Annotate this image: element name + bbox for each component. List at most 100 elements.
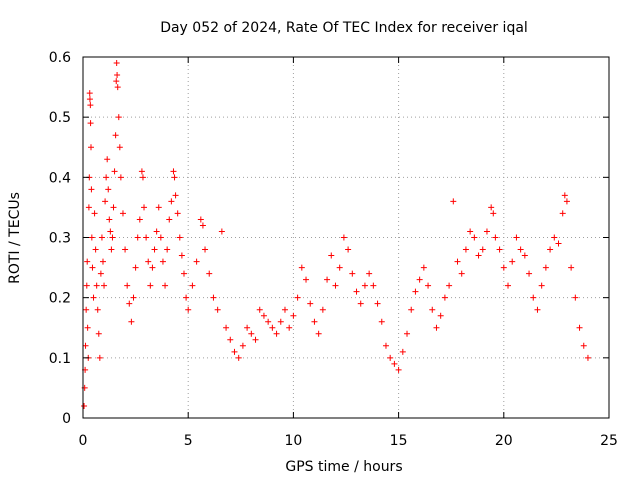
data-point	[141, 204, 148, 211]
y-tick-label: 0.5	[49, 110, 71, 126]
data-point	[174, 210, 181, 217]
data-point	[361, 282, 368, 289]
data-point	[170, 168, 177, 175]
data-point	[151, 246, 158, 253]
data-point	[332, 282, 339, 289]
data-point	[311, 318, 318, 325]
data-point	[559, 210, 566, 217]
data-point	[437, 312, 444, 319]
x-tick-label: 10	[284, 433, 302, 449]
data-point	[90, 294, 97, 301]
data-point	[143, 234, 150, 241]
data-point	[462, 246, 469, 253]
data-point	[315, 330, 322, 337]
data-point	[239, 342, 246, 349]
data-point	[450, 198, 457, 205]
data-point	[206, 270, 213, 277]
data-point	[420, 264, 427, 271]
data-point	[353, 288, 360, 295]
data-point	[87, 144, 94, 151]
data-point	[273, 330, 280, 337]
data-point	[171, 174, 178, 181]
x-tick-label: 5	[184, 433, 193, 449]
data-point	[112, 132, 119, 139]
data-point	[109, 234, 116, 241]
data-point	[584, 354, 591, 361]
data-point	[260, 312, 267, 319]
data-point	[82, 342, 89, 349]
data-point	[199, 222, 206, 229]
data-point	[145, 258, 152, 265]
data-point	[149, 264, 156, 271]
y-tick-label: 0.2	[49, 291, 71, 307]
data-point	[138, 168, 145, 175]
data-point	[433, 324, 440, 331]
data-point	[189, 282, 196, 289]
data-point	[101, 282, 108, 289]
data-point	[113, 60, 120, 67]
data-point	[513, 234, 520, 241]
data-point	[95, 330, 102, 337]
data-point	[223, 324, 230, 331]
y-tick-label: 0.4	[49, 170, 71, 186]
data-point	[555, 240, 562, 247]
data-point	[425, 282, 432, 289]
data-point	[88, 186, 95, 193]
data-point	[130, 294, 137, 301]
data-point	[214, 306, 221, 313]
y-tick-label: 0.1	[49, 351, 71, 367]
data-point	[446, 282, 453, 289]
data-point	[408, 306, 415, 313]
data-point	[185, 306, 192, 313]
chart-title: Day 052 of 2024, Rate Of TEC Index for r…	[160, 20, 528, 36]
data-point	[115, 114, 122, 121]
data-point	[248, 330, 255, 337]
data-point	[162, 282, 169, 289]
data-point	[580, 342, 587, 349]
data-point	[235, 354, 242, 361]
data-point	[139, 174, 146, 181]
data-point	[496, 246, 503, 253]
data-point	[91, 210, 98, 217]
data-point	[92, 246, 99, 253]
data-point	[136, 216, 143, 223]
data-point	[105, 186, 112, 193]
data-point	[572, 294, 579, 301]
data-point	[193, 258, 200, 265]
data-point	[542, 264, 549, 271]
data-point	[505, 282, 512, 289]
data-point	[298, 264, 305, 271]
data-point	[178, 252, 185, 259]
data-point	[155, 204, 162, 211]
data-point	[147, 282, 154, 289]
x-axis-label: GPS time / hours	[285, 459, 402, 475]
data-point	[458, 270, 465, 277]
x-tick-label: 20	[495, 433, 513, 449]
data-point	[561, 192, 568, 199]
data-point	[269, 324, 276, 331]
data-point	[197, 216, 204, 223]
data-point	[159, 258, 166, 265]
data-point	[252, 336, 259, 343]
data-point	[210, 294, 217, 301]
data-point	[113, 78, 120, 85]
data-point	[124, 282, 131, 289]
data-point	[180, 270, 187, 277]
data-point	[324, 276, 331, 283]
data-point	[119, 210, 126, 217]
data-point	[116, 144, 123, 151]
data-point	[576, 324, 583, 331]
data-point	[530, 294, 537, 301]
data-point	[117, 174, 124, 181]
data-point	[357, 300, 364, 307]
data-point	[88, 234, 95, 241]
data-point	[416, 276, 423, 283]
data-point	[277, 318, 284, 325]
data-point	[429, 306, 436, 313]
x-tick-label: 15	[390, 433, 408, 449]
data-point	[103, 174, 110, 181]
data-point	[286, 324, 293, 331]
data-point	[307, 300, 314, 307]
data-point	[547, 246, 554, 253]
data-point	[475, 252, 482, 259]
